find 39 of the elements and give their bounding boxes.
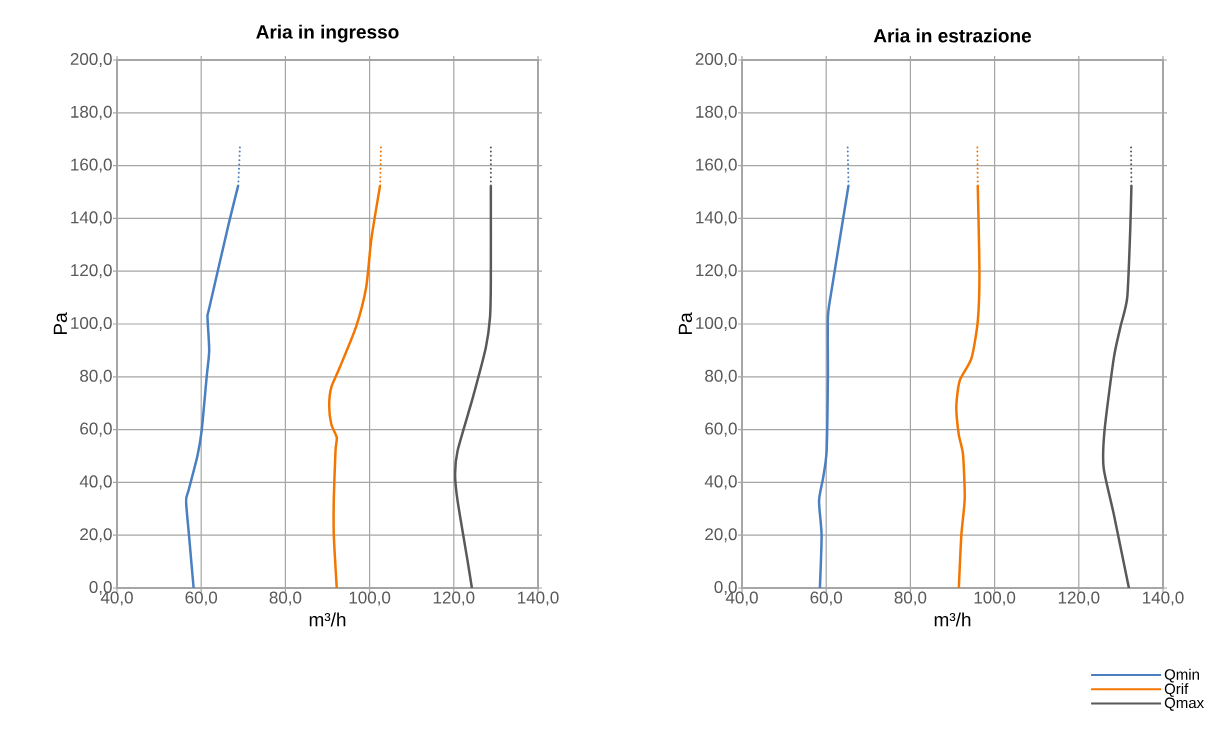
legend-label: Qmin	[1164, 668, 1199, 683]
chart-title: Aria in estrazione	[873, 28, 1032, 43]
x-tick-label: 120,0	[433, 591, 475, 606]
y-tick-label: 100,0	[696, 316, 737, 332]
y-tick-label: 140,0	[71, 211, 112, 226]
x-tick-label: 100,0	[974, 591, 1016, 606]
y-tick-label: 200,0	[695, 52, 737, 68]
y-tick-label: 200,0	[70, 52, 112, 68]
y-tick-label: 160,0	[71, 158, 112, 173]
y-tick-label: 60,0	[80, 422, 112, 437]
x-tick-label: 80,0	[894, 591, 927, 606]
x-tick-label: 140,0	[1143, 591, 1184, 606]
x-tick-label: 120,0	[1058, 591, 1100, 606]
y-tick-label: 80,0	[80, 369, 112, 384]
y-tick-label: 40,0	[704, 475, 737, 490]
x-tick-label: 60,0	[185, 591, 218, 606]
y-tick-label: 160,0	[696, 158, 737, 173]
y-tick-label: 80,0	[705, 369, 737, 384]
y-tick-label: 40,0	[79, 475, 112, 490]
y-tick-label: 180,0	[71, 105, 112, 120]
y-tick-label: 20,0	[705, 528, 737, 543]
y-tick-label: 20,0	[80, 528, 112, 543]
y-tick-label: 140,0	[696, 211, 737, 226]
x-tick-label: 140,0	[518, 591, 559, 606]
x-tick-label: 80,0	[269, 591, 302, 606]
y-axis-title: Pa	[678, 312, 693, 335]
x-tick-label: 60,0	[810, 591, 843, 606]
y-axis-title: Pa	[53, 312, 68, 335]
y-tick-label: 180,0	[696, 105, 737, 120]
legend-label: Qrif	[1164, 683, 1189, 697]
legend-label: Qmax	[1164, 697, 1204, 711]
x-axis-title: m³/h	[934, 612, 971, 627]
y-tick-label: 120,0	[696, 264, 737, 279]
chart-title: Aria in ingresso	[256, 24, 399, 43]
x-axis-title: m³/h	[309, 612, 346, 627]
y-tick-label: 60,0	[705, 422, 737, 437]
y-tick-label: 100,0	[71, 316, 112, 332]
x-tick-label: 100,0	[349, 591, 391, 606]
y-tick-label: 120,0	[71, 264, 112, 279]
